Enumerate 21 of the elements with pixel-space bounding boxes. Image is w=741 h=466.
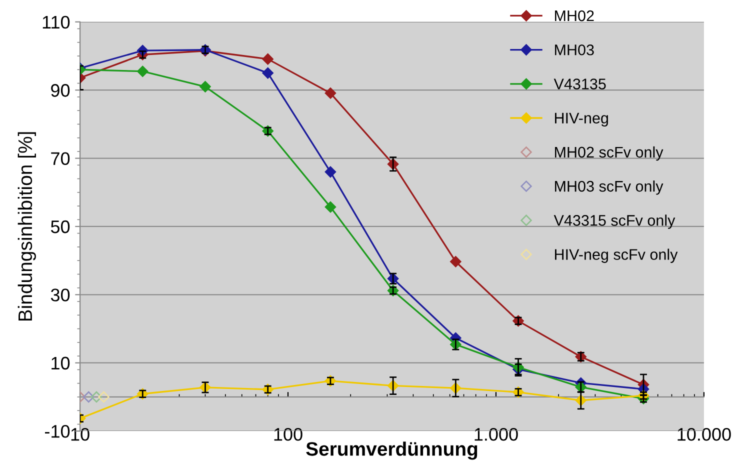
x-axis-title: Serumverdünnung [306,442,478,460]
y-tick-label: 110 [42,16,70,29]
y-tick-label: 50 [50,220,70,234]
y-tick-label: 30 [50,288,70,302]
y-tick-label: 70 [51,152,70,166]
y-tick-label: -10 [45,424,70,438]
x-tick-label: 10.000 [678,428,731,441]
y-tick-label: 10 [52,356,70,370]
x-tick-label: 1.000 [474,428,518,441]
y-axis-title: Bindungsinhibition [%] [18,132,36,321]
legend-label: V43315 scFv only [554,214,676,229]
legend-label: MH03 [555,44,594,56]
legend-label: MH02 scFv only [555,146,664,161]
legend-label: V43135 [554,78,606,90]
legend-label: MH03 scFv only [555,180,664,195]
y-tick-label: 90 [51,84,70,97]
x-tick-label: 10 [71,428,90,441]
legend-label: HIV-neg [555,112,608,127]
legend-label: HIV-neg scFv only [555,248,678,263]
legend-label: MH02 [555,10,594,22]
x-tick-label: 100 [274,428,302,441]
